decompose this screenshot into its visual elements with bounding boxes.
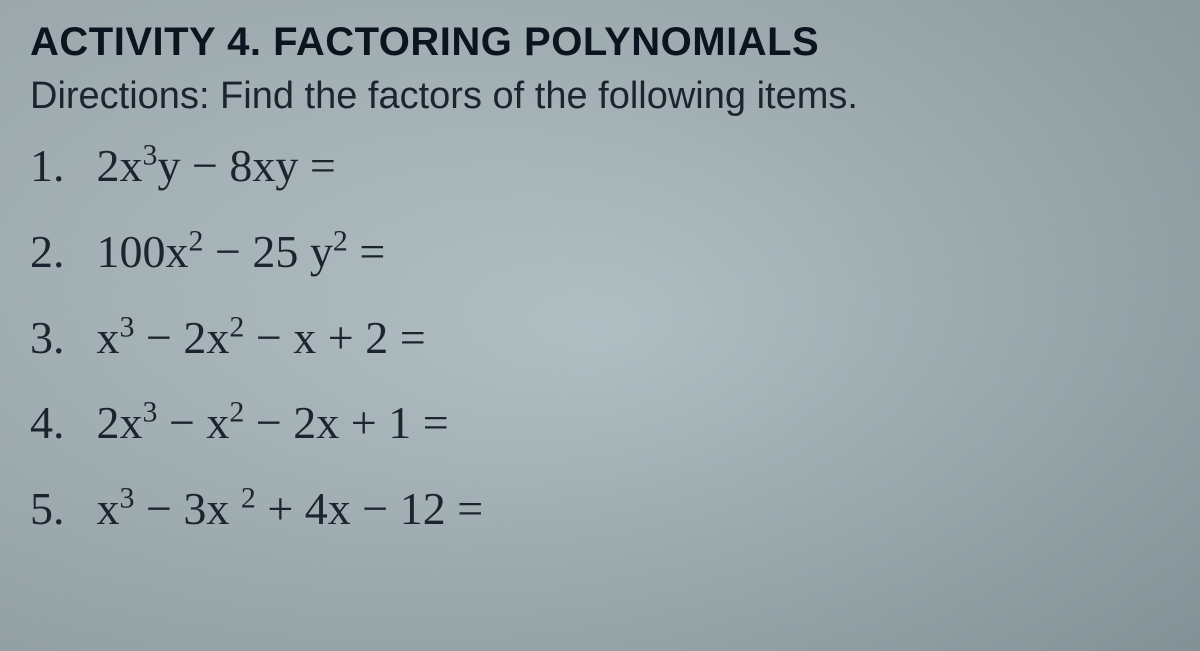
problem-1: 1. 2x3y − 8xy = xyxy=(30,136,1170,196)
problem-4: 4. 2x3 − x2 − 2x + 1 = xyxy=(30,393,1170,453)
problem-number: 3. xyxy=(30,308,85,368)
problem-expression: x3 − 2x2 − x + 2 = xyxy=(97,312,426,363)
problem-expression: 2x3y − 8xy = xyxy=(97,140,336,191)
problem-number: 1. xyxy=(30,136,85,196)
problem-expression: 100x2 − 25 y2 = xyxy=(97,226,386,277)
problem-expression: x3 − 3x 2 + 4x − 12 = xyxy=(97,483,484,534)
problem-expression: 2x3 − x2 − 2x + 1 = xyxy=(97,397,449,448)
problem-3: 3. x3 − 2x2 − x + 2 = xyxy=(30,308,1170,368)
directions-text: Directions: Find the factors of the foll… xyxy=(30,75,1170,118)
problem-number: 5. xyxy=(30,479,85,539)
worksheet-content: ACTIVITY 4. FACTORING POLYNOMIALS Direct… xyxy=(30,20,1170,539)
activity-title: ACTIVITY 4. FACTORING POLYNOMIALS xyxy=(30,20,1170,65)
problem-number: 4. xyxy=(30,393,85,453)
problem-5: 5. x3 − 3x 2 + 4x − 12 = xyxy=(30,479,1170,539)
problem-2: 2. 100x2 − 25 y2 = xyxy=(30,222,1170,282)
problem-number: 2. xyxy=(30,222,85,282)
